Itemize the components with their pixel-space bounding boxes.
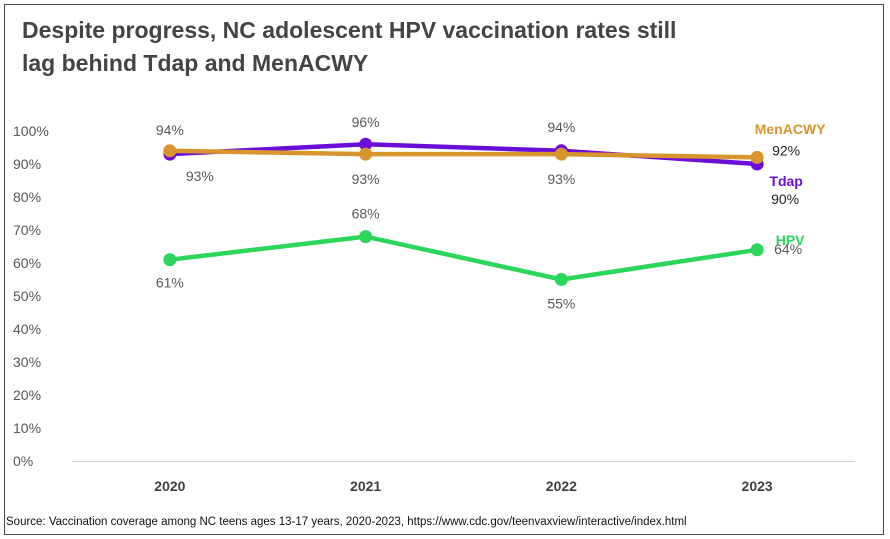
hpv-data-label: 61% [156, 275, 184, 291]
hpv-point [554, 273, 568, 286]
hpv-series-label: HPV [776, 232, 805, 248]
x-tick-label: 2021 [350, 478, 381, 494]
x-tick-label: 2022 [546, 478, 577, 494]
menacwy-series-label: MenACWY [755, 121, 826, 137]
y-tick-label: 50% [13, 288, 41, 304]
hpv-data-label: 64% [774, 241, 802, 257]
y-tick-label: 90% [13, 156, 41, 172]
tdap-data-label: 90% [771, 191, 799, 207]
hpv-line [167, 234, 760, 282]
y-tick-label: 40% [13, 321, 41, 337]
menacwy-data-label: 94% [156, 122, 184, 138]
tdap-data-label: 93% [186, 168, 214, 184]
chart-title: Despite progress, NC adolescent HPV vacc… [22, 14, 842, 80]
hpv-point [359, 230, 373, 244]
menacwy-line [167, 148, 760, 160]
hpv-data-label: 55% [547, 296, 575, 312]
tdap-series-label: Tdap [769, 173, 802, 189]
hpv-point [750, 243, 764, 257]
y-tick-label: 60% [13, 255, 41, 271]
menacwy-data-label: 92% [772, 142, 800, 158]
menacwy-point [750, 150, 764, 164]
source-note: Source: Vaccination coverage among NC te… [6, 516, 687, 528]
chart-title-line-2: lag behind Tdap and MenACWY [22, 50, 369, 76]
y-tick-label: 70% [13, 222, 41, 238]
y-tick-label: 80% [13, 189, 41, 205]
menacwy-point [359, 147, 373, 161]
menacwy-data-label: 93% [547, 171, 575, 187]
menacwy-point [163, 144, 177, 158]
x-tick-label: 2020 [154, 478, 185, 494]
chart-title-line-1: Despite progress, NC adolescent HPV vacc… [22, 17, 677, 43]
x-tick-label: 2023 [742, 478, 773, 494]
menacwy-data-label: 93% [352, 171, 380, 187]
y-tick-label: 0% [13, 453, 33, 469]
y-tick-label: 100% [13, 123, 49, 139]
tdap-data-label: 94% [547, 119, 575, 135]
tdap-point [359, 137, 373, 151]
chart-frame [4, 4, 884, 535]
tdap-data-label: 96% [352, 114, 380, 130]
menacwy-point [554, 147, 568, 161]
y-tick-label: 20% [13, 387, 41, 403]
hpv-point [163, 253, 177, 267]
y-tick-label: 10% [13, 420, 41, 436]
y-tick-label: 30% [13, 354, 41, 370]
hpv-data-label: 68% [352, 206, 380, 222]
